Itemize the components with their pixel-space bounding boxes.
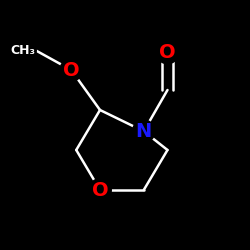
Circle shape [89,179,111,201]
Circle shape [9,36,36,64]
Circle shape [132,120,155,142]
Text: O: O [92,180,108,200]
Text: N: N [136,122,152,141]
Text: CH₃: CH₃ [10,44,35,57]
Text: O: O [63,60,80,80]
Circle shape [60,59,82,81]
Text: O: O [159,43,176,62]
Circle shape [156,41,179,64]
